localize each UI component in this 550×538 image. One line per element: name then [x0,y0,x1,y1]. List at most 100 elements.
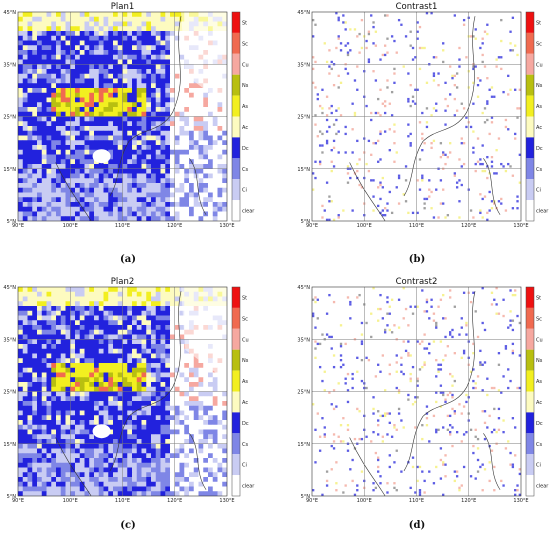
colorbar-swatch-sc [526,307,534,329]
colorbar-swatch-ac [232,391,240,413]
colorbar-swatch-cs [526,433,534,455]
panel-4: Contrast2 45°N 35°N 25°N 15°N 5°N90°E 100°E 110… [297,277,549,531]
colorbar-label: Cu [536,337,543,343]
coastline [349,16,501,221]
lon-tick-label: 130°E [513,498,528,504]
colorbar-swatch-st [232,12,240,33]
lat-tick-label: 35°N [297,337,310,343]
colorbar-swatch-cu [232,328,240,350]
map-frame [311,11,522,222]
colorbar-swatch-as [232,370,240,392]
lon-tick-label: 120°E [461,498,476,504]
panel-1: Plan1 45°N 35°N 25°N 15°N 5°N90°E 100°E 110°E 12… [3,2,255,265]
coastline [55,16,207,221]
lon-tick-label: 100°E [357,498,372,504]
lat-tick-label: 45°N [297,285,310,291]
lon-tick-label: 100°E [63,223,78,229]
panel-caption: (c) [120,520,136,531]
lon-tick-label: 110°E [115,498,130,504]
lon-tick-label: 110°E [409,223,424,229]
colorbar-label: St [536,20,541,26]
colorbar-label: Sc [242,316,248,322]
map-frame [311,286,522,497]
colorbar-label: Cs [242,442,248,448]
colorbar-swatch-st [526,287,534,308]
colorbar-swatch-ci [526,179,534,201]
colorbar-label: St [242,20,247,26]
panel-title: Plan1 [111,2,135,12]
colorbar-label: Cu [536,62,543,68]
colorbar-label: Cu [242,62,249,68]
lon-tick-label: 120°E [461,223,476,229]
colorbar-swatch-ac [526,116,534,138]
colorbar-swatch-dc [232,412,240,434]
colorbar-swatch-dc [526,137,534,159]
colorbar-swatch-sc [232,32,240,54]
colorbar-swatch-clear [232,475,240,496]
colorbar-label: Ns [536,358,543,364]
colorbar-swatch-ns [526,74,534,96]
panel-caption: (b) [409,254,425,265]
lon-tick-label: 130°E [513,223,528,229]
colorbar-label: Cs [536,167,542,173]
lat-tick-label: 35°N [297,62,310,68]
panel-title: Contrast2 [396,277,438,287]
colorbar-label: Ci [242,463,247,469]
lat-tick-label: 15°N [3,167,16,173]
colorbar-swatch-st [526,12,534,33]
colorbar-label: Dc [242,421,249,427]
colorbar-swatch-clear [526,475,534,496]
colorbar-label: Dc [242,146,249,152]
colorbar-swatch-cs [526,158,534,180]
colorbar-swatch-sc [232,307,240,329]
colorbar-label: Cs [536,442,542,448]
colorbar-frame [231,286,241,497]
lon-tick-label: 120°E [167,498,182,504]
colorbar-label: Ci [536,463,541,469]
panel-caption: (a) [120,254,136,265]
colorbar-swatch-ci [232,454,240,476]
lat-tick-label: 25°N [3,115,16,121]
colorbar-swatch-as [526,95,534,117]
panel-3: Plan2 45°N 35°N 25°N 15°N 5°N90°E 100°E 110°E 12… [3,277,255,531]
colorbar-swatch-cu [232,53,240,75]
colorbar-label: Ns [242,83,249,89]
lat-tick-label: 25°N [3,390,16,396]
colorbar-swatch-ns [526,349,534,371]
lat-tick-label: 5°N [301,219,311,225]
panel-2: Contrast1 45°N 35°N 25°N 15°N 5°N90°E 100°E 110… [297,2,549,265]
colorbar-swatch-cu [526,53,534,75]
lon-tick-label: 100°E [63,498,78,504]
colorbar-label: Sc [536,41,542,47]
colorbar-label: Dc [536,421,543,427]
colorbar-frame [525,11,535,222]
colorbar-label: Ac [536,125,542,131]
colorbar-swatch-clear [526,200,534,221]
colorbar-swatch-sc [526,32,534,54]
colorbar-label: clear [242,484,255,490]
colorbar-label: Cu [242,337,249,343]
colorbar-swatch-ac [232,116,240,138]
lon-tick-label: 90°E [12,498,24,504]
coastline [349,291,501,496]
colorbar-label: Ci [536,188,541,194]
colorbar-swatch-ac [526,391,534,413]
coastline [55,291,207,496]
lon-tick-label: 120°E [167,223,182,229]
colorbar-label: Dc [536,146,543,152]
clear-patch [92,424,111,439]
panel-caption: (d) [409,520,425,531]
lat-tick-label: 5°N [301,494,311,500]
lon-tick-label: 90°E [12,223,24,229]
colorbar-frame [231,11,241,222]
clear-patch [92,149,111,164]
colorbar-swatch-cs [232,158,240,180]
colorbar-swatch-cu [526,328,534,350]
lat-tick-label: 25°N [297,390,310,396]
colorbar-label: Sc [242,41,248,47]
colorbar-label: clear [536,484,549,490]
lon-tick-label: 90°E [306,498,318,504]
lat-tick-label: 45°N [3,10,16,16]
colorbar-label: St [536,295,541,301]
colorbar-label: clear [242,209,255,215]
